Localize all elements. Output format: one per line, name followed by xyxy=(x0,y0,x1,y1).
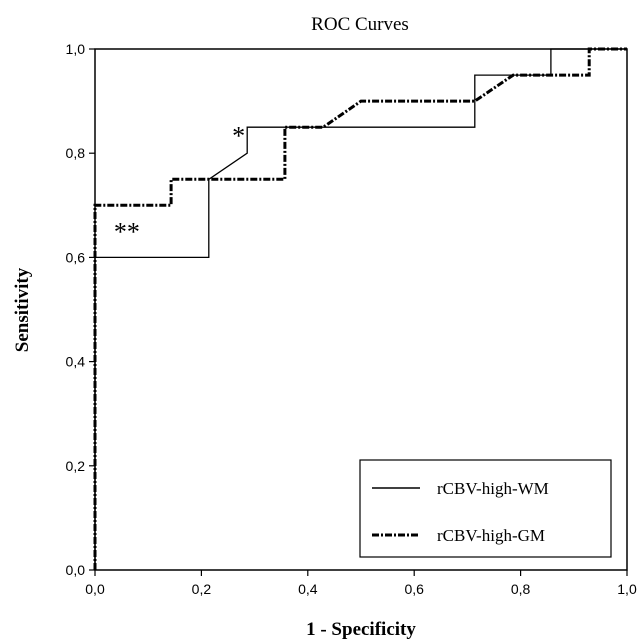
legend-box xyxy=(359,459,612,558)
legend-label-rcbv-high-wm: rCBV-high-WM xyxy=(437,479,549,498)
series-layer xyxy=(93,47,627,570)
y-tick-label: 0,2 xyxy=(66,458,86,474)
series-line-rcbv-high-wm xyxy=(94,48,627,570)
y-tick-label: 0,8 xyxy=(66,145,86,161)
y-tick-label: 0,0 xyxy=(66,562,86,578)
annotation-layer: *** xyxy=(114,121,245,246)
y-tick-label: 1,0 xyxy=(66,41,86,57)
y-axis-label: Sensitivity xyxy=(12,267,33,352)
y-tick-label: 0,4 xyxy=(66,354,86,370)
y-tick-label: 0,6 xyxy=(66,249,86,265)
significance-marker: * xyxy=(232,121,245,150)
x-tick-label: 0,6 xyxy=(404,581,424,597)
x-axis-label: 1 - Specificity xyxy=(306,619,416,640)
legend-label-rcbv-high-gm: rCBV-high-GM xyxy=(437,526,545,545)
tick-layer: 0,0 0,2 0,4 0,6 0,8 1,0 0,0 0,2 0,4 0,6 0,8 1,0 xyxy=(66,41,637,597)
series-line-rcbv-high-gm xyxy=(93,47,627,570)
x-tick-label: 0,0 xyxy=(85,581,105,597)
chart-title: ROC Curves xyxy=(311,14,409,35)
x-tick-label: 0,2 xyxy=(192,581,212,597)
x-tick-label: 1,0 xyxy=(617,581,637,597)
x-tick-label: 0,4 xyxy=(298,581,318,597)
x-tick-label: 0,8 xyxy=(511,581,531,597)
legend: rCBV-high-WM rCBV-high-GM xyxy=(359,459,612,558)
significance-marker: ** xyxy=(114,218,140,247)
